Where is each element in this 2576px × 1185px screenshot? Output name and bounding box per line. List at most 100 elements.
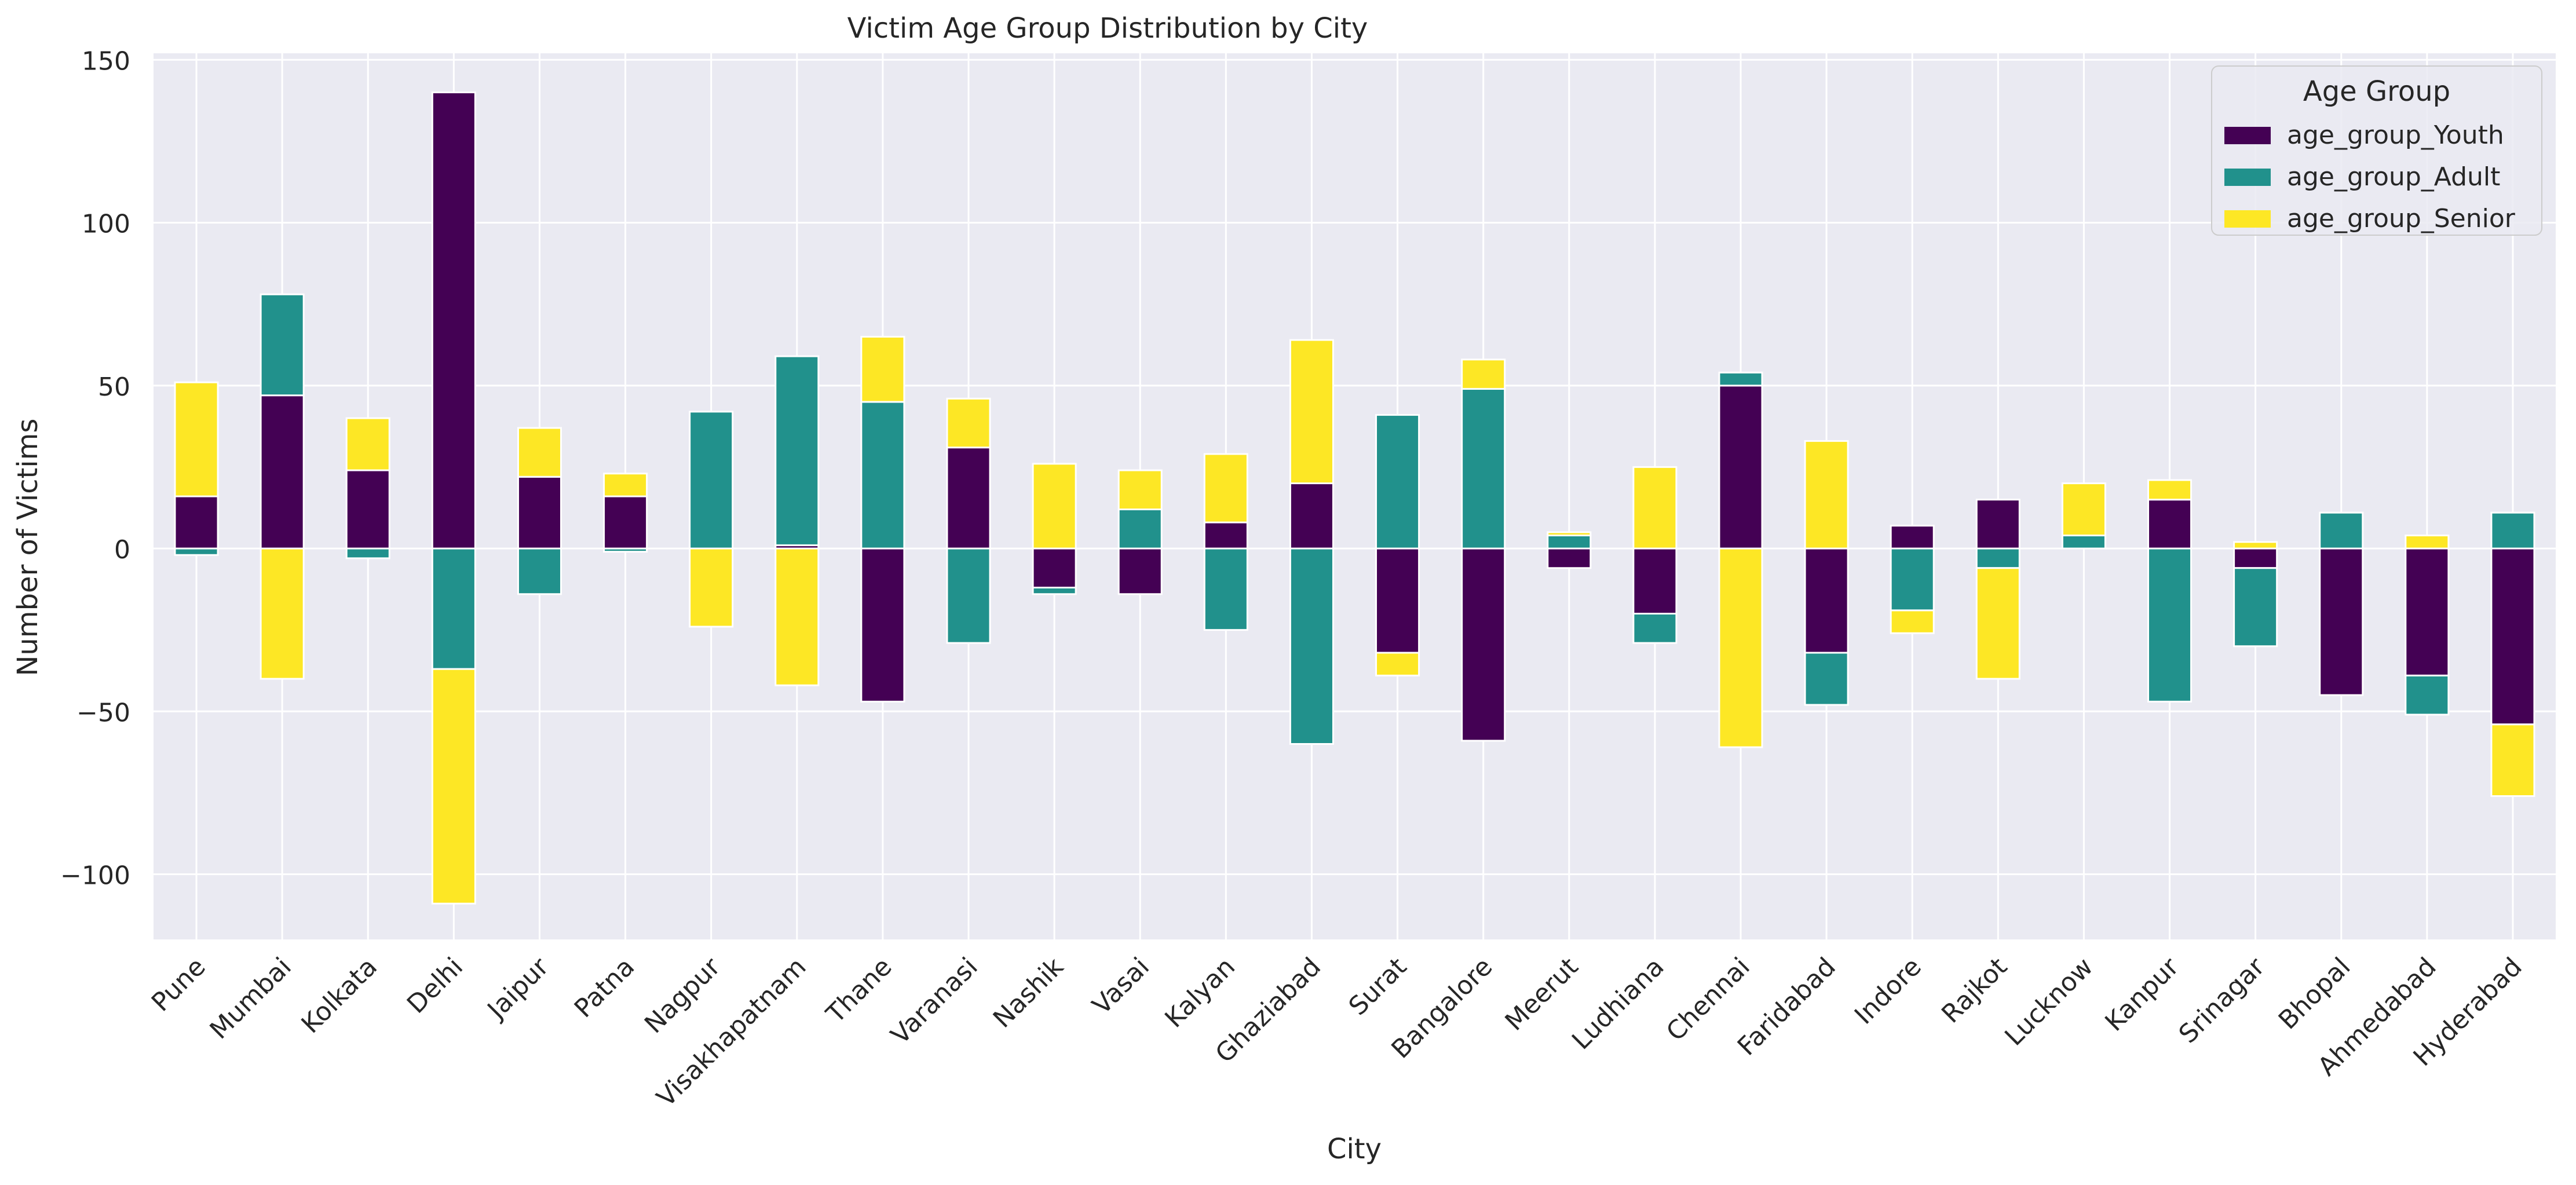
bar-segment-age-group-senior bbox=[1718, 547, 1763, 748]
bar-segment-age-group-adult bbox=[1117, 509, 1163, 550]
chart-title: Victim Age Group Distribution by City bbox=[847, 12, 1368, 45]
bar-segment-age-group-senior bbox=[689, 547, 734, 628]
legend-label: age_group_Youth bbox=[2287, 120, 2504, 150]
bar-segment-age-group-adult bbox=[1289, 547, 1334, 745]
bar-segment-age-group-adult bbox=[946, 547, 991, 644]
bar-segment-age-group-senior bbox=[1461, 359, 1506, 390]
bar-segment-age-group-senior bbox=[2405, 535, 2450, 550]
bar-segment-age-group-adult bbox=[1718, 371, 1763, 387]
bar-segment-age-group-adult bbox=[1804, 652, 1849, 706]
bars bbox=[174, 92, 2535, 905]
bar-segment-age-group-senior bbox=[431, 668, 476, 905]
bar-segment-age-group-youth bbox=[174, 495, 219, 550]
bar-segment-age-group-senior bbox=[517, 427, 562, 478]
bar-segment-age-group-youth bbox=[517, 476, 562, 550]
bar-segment-age-group-senior bbox=[2490, 723, 2535, 797]
bar-segment-age-group-adult bbox=[2319, 511, 2364, 550]
bar-segment-age-group-adult bbox=[1975, 547, 2020, 569]
bar-segment-age-group-adult bbox=[2061, 535, 2106, 550]
legend-swatch bbox=[2224, 210, 2271, 228]
bar-segment-age-group-adult bbox=[1032, 587, 1077, 595]
bar-segment-age-group-senior bbox=[2233, 541, 2278, 550]
bar-segment-age-group-adult bbox=[2233, 567, 2278, 648]
bar-segment-age-group-senior bbox=[2147, 479, 2193, 501]
bar-segment-age-group-youth bbox=[1461, 547, 1506, 742]
bar-segment-age-group-youth bbox=[1032, 547, 1077, 588]
bar-segment-age-group-youth bbox=[1975, 499, 2020, 550]
y-tick-label: 0 bbox=[114, 535, 130, 565]
bar-segment-age-group-senior bbox=[603, 473, 648, 498]
bar-segment-age-group-senior bbox=[1203, 453, 1248, 524]
bar-segment-age-group-senior bbox=[946, 397, 991, 449]
bar-segment-age-group-adult bbox=[1547, 535, 1592, 550]
bar-segment-age-group-adult bbox=[345, 547, 390, 559]
legend-label: age_group_Adult bbox=[2287, 162, 2500, 192]
bar-segment-age-group-youth bbox=[260, 394, 305, 550]
bar-segment-age-group-youth bbox=[1547, 547, 1592, 569]
bar-segment-age-group-senior bbox=[345, 417, 390, 471]
bar-segment-age-group-adult bbox=[1890, 547, 1935, 612]
y-tick-label: 150 bbox=[82, 46, 130, 76]
legend-label: age_group_Senior bbox=[2287, 204, 2516, 233]
bar-segment-age-group-senior bbox=[1547, 531, 1592, 536]
bar-segment-age-group-youth bbox=[2490, 547, 2535, 726]
bar-segment-age-group-senior bbox=[1804, 440, 1849, 550]
bar-segment-age-group-adult bbox=[1203, 547, 1248, 631]
y-tick-label: −100 bbox=[60, 861, 130, 891]
legend: Age Group age_group_Youth age_group_Adulta… bbox=[2211, 65, 2542, 236]
legend-title: Age Group bbox=[2303, 75, 2450, 108]
y-axis-label: Number of Victims bbox=[12, 418, 44, 676]
bar-segment-age-group-adult bbox=[1632, 613, 1678, 644]
bar-segment-age-group-youth bbox=[431, 92, 476, 550]
bar-segment-age-group-senior bbox=[1117, 469, 1163, 510]
bar-segment-age-group-adult bbox=[603, 547, 648, 553]
bar-segment-age-group-senior bbox=[260, 547, 305, 680]
bar-segment-age-group-adult bbox=[174, 547, 219, 556]
bar-segment-age-group-youth bbox=[2405, 547, 2450, 676]
bar-segment-age-group-senior bbox=[860, 335, 905, 403]
legend-swatch bbox=[2224, 169, 2271, 186]
bar-segment-age-group-adult bbox=[1375, 414, 1420, 550]
bar-segment-age-group-youth bbox=[345, 469, 390, 550]
bar-segment-age-group-adult bbox=[2490, 511, 2535, 550]
bar-segment-age-group-senior bbox=[1632, 466, 1678, 550]
bar-segment-age-group-youth bbox=[1804, 547, 1849, 654]
plot-area-background bbox=[154, 53, 2556, 939]
bar-segment-age-group-senior bbox=[174, 381, 219, 498]
bar-segment-age-group-adult bbox=[2405, 674, 2450, 716]
bar-segment-age-group-adult bbox=[517, 547, 562, 595]
legend-box bbox=[2211, 65, 2542, 236]
x-axis-label: City bbox=[1327, 1133, 1382, 1165]
bar-segment-age-group-adult bbox=[860, 401, 905, 550]
y-tick-label: −50 bbox=[76, 698, 130, 727]
bar-segment-age-group-youth bbox=[1117, 547, 1163, 595]
bar-segment-age-group-senior bbox=[1375, 652, 1420, 676]
bar-segment-age-group-youth bbox=[603, 495, 648, 550]
bar-segment-age-group-adult bbox=[689, 411, 734, 550]
bar-segment-age-group-senior bbox=[1032, 463, 1077, 550]
bar-segment-age-group-adult bbox=[2147, 547, 2193, 703]
bar-segment-age-group-youth bbox=[1890, 525, 1935, 550]
bar-segment-age-group-youth bbox=[946, 447, 991, 550]
bar-segment-age-group-senior bbox=[774, 547, 820, 686]
bar-segment-age-group-senior bbox=[2061, 482, 2106, 536]
bar-segment-age-group-youth bbox=[2147, 499, 2193, 550]
bar-segment-age-group-youth bbox=[1632, 547, 1678, 615]
legend-swatch bbox=[2224, 127, 2271, 144]
bar-segment-age-group-youth bbox=[1375, 547, 1420, 654]
y-tick-label: 50 bbox=[98, 372, 130, 402]
bar-segment-age-group-senior bbox=[1289, 339, 1334, 484]
bar-segment-age-group-youth bbox=[860, 547, 905, 703]
bar-segment-age-group-youth bbox=[2233, 547, 2278, 569]
y-tick-label: 100 bbox=[82, 210, 130, 239]
bar-segment-age-group-adult bbox=[1461, 387, 1506, 550]
bar-segment-age-group-adult bbox=[431, 547, 476, 670]
bar-segment-age-group-youth bbox=[1203, 521, 1248, 550]
bar-segment-age-group-senior bbox=[1975, 567, 2020, 680]
bar-segment-age-group-youth bbox=[1718, 385, 1763, 550]
bar-segment-age-group-adult bbox=[774, 355, 820, 546]
bar-segment-age-group-youth bbox=[2319, 547, 2364, 696]
bar-segment-age-group-senior bbox=[1890, 609, 1935, 634]
